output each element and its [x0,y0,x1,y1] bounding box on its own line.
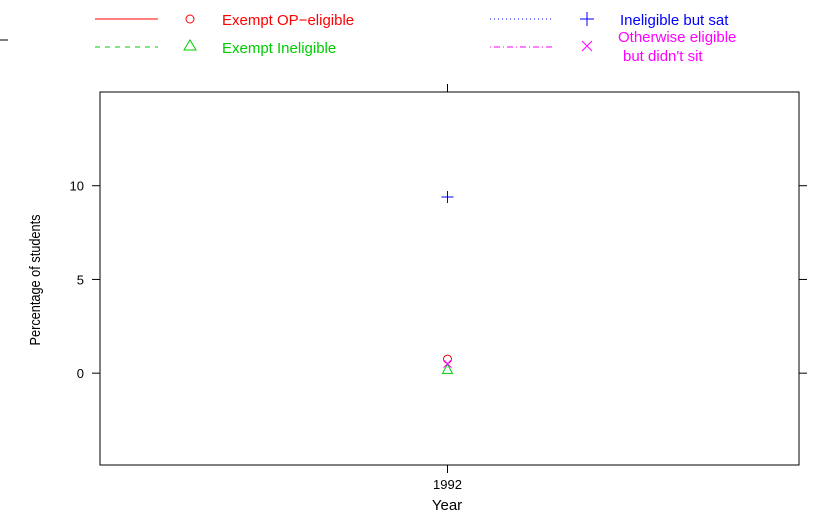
point-ineligible-but-sat [441,190,454,203]
legend-label-otherwise-eligible-line1: Otherwise eligible [618,29,736,46]
legend-label-ineligible-but-sat: Ineligible but sat [620,12,729,29]
legend-marker-exempt-ineligible [183,39,197,51]
legend-label-otherwise-eligible-line2: but didn't sit [623,48,703,65]
y-tick-label: 5 [77,272,84,287]
point-exempt-op-eligible [443,354,452,364]
point-exempt-ineligible [441,363,454,374]
legend-label-exempt-op-eligible: Exempt OP−eligible [222,12,354,29]
legend-marker-ineligible-but-sat [580,12,594,26]
legend-label-exempt-ineligible: Exempt Ineligible [222,40,336,57]
legend-marker-exempt-op-eligible [185,14,195,24]
point-otherwise-eligible [443,359,452,369]
y-tick-label: 10 [70,179,84,194]
x-tick-label: 1992 [433,477,462,492]
plot-frame [99,91,800,466]
y-tick-label: 0 [77,366,84,381]
legend-marker-otherwise-eligible [581,40,593,52]
data-points [441,190,454,374]
y-axis-title: Percentage of students [26,214,43,345]
x-axis-title: Year [432,497,462,514]
axes: 0 5 10 1992 [70,84,807,492]
legend: Exempt OP−eligible Exempt Ineligible Ine… [95,12,736,65]
